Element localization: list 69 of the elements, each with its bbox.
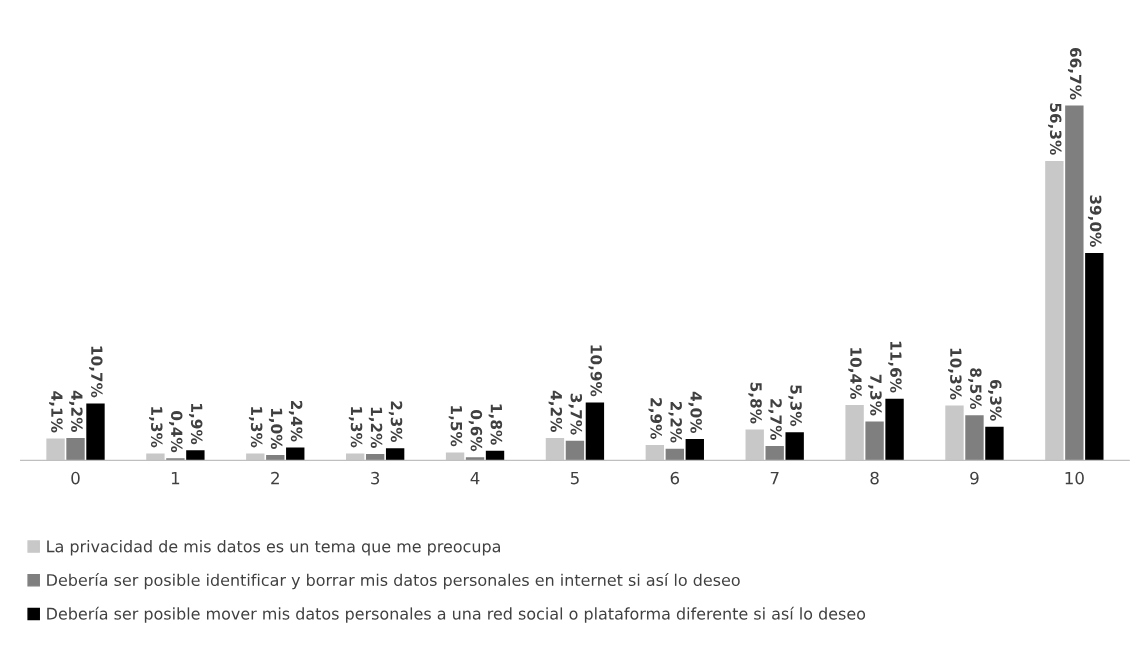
bar (1085, 252, 1104, 461)
x-tick-label: 3 (371, 471, 380, 485)
bar (985, 426, 1004, 461)
x-tick-label: 0 (71, 471, 80, 485)
x-tick-label: 9 (970, 471, 979, 485)
data-label: 10,9% (588, 345, 603, 397)
data-label: 5,3% (788, 385, 802, 427)
bar (785, 432, 804, 461)
bar (186, 450, 205, 461)
x-tick-label: 6 (670, 471, 680, 485)
bar (1065, 105, 1084, 461)
x-tick-label: 4 (470, 471, 480, 485)
data-label: 6,3% (988, 379, 1002, 421)
data-label: 10,4% (848, 348, 862, 400)
data-label: 11,6% (888, 341, 902, 393)
data-label: 1,2% (368, 407, 383, 448)
data-label: 56,3% (1047, 103, 1062, 155)
bar (485, 450, 505, 461)
data-label: 66,7% (1067, 47, 1082, 100)
data-label: 1,3% (348, 407, 363, 448)
bar (685, 439, 704, 461)
data-label: 3,7% (568, 393, 583, 435)
bar (166, 458, 185, 461)
data-label: 2,9% (648, 398, 662, 439)
data-label: 2,3% (388, 401, 403, 443)
data-label: 0,6% (468, 409, 483, 452)
bar (465, 457, 485, 461)
bar (66, 438, 85, 461)
data-label: 39,0% (1087, 195, 1102, 247)
legend-label: La privacidad de mis datos es un tema que me preocupa (47, 540, 500, 556)
data-label: 2,7% (768, 399, 782, 440)
x-tick-label: 7 (770, 471, 779, 485)
data-label: 4,2% (548, 390, 563, 432)
data-label: 2,2% (668, 401, 682, 443)
bar (286, 447, 305, 461)
data-label: 1,0% (268, 408, 283, 449)
bar (865, 421, 884, 461)
x-tick-label: 2 (271, 471, 279, 485)
bar (385, 448, 405, 461)
data-label: 8,5% (968, 368, 982, 410)
data-label: 10,3% (948, 348, 962, 400)
data-label: 2,4% (288, 400, 303, 442)
x-tick-label: 10 (1065, 471, 1084, 485)
data-label: 1,9% (188, 404, 203, 445)
bar (765, 446, 784, 461)
data-label: 10,7% (89, 346, 103, 398)
bar (965, 415, 984, 461)
legend-label: Debería ser posible identificar y borrar mis datos personales en internet si así lo deseo (47, 573, 740, 590)
data-label: 5,8% (748, 382, 762, 424)
bar (365, 453, 385, 461)
bar (585, 402, 605, 461)
data-label: 4,1% (49, 391, 63, 433)
x-tick-label: 5 (570, 471, 579, 485)
data-label: 0,4% (169, 411, 183, 453)
bar (565, 440, 585, 461)
x-tick-label: 8 (870, 471, 879, 485)
data-label: 1,3% (248, 407, 263, 448)
data-label: 1,8% (488, 404, 503, 445)
data-label: 1,3% (149, 407, 163, 448)
bar (266, 455, 285, 461)
bar (885, 398, 904, 461)
bar (665, 448, 684, 461)
data-label: 7,3% (868, 374, 882, 416)
data-label: 4,0% (688, 391, 702, 434)
data-label: 1,5% (448, 406, 463, 447)
bar (86, 403, 105, 461)
legend-label: Debería ser posible mover mis datos personales a una red social o plataforma diferente si así lo deseo (47, 606, 866, 623)
data-label: 4,2% (69, 390, 83, 432)
x-tick-label: 1 (171, 471, 180, 485)
